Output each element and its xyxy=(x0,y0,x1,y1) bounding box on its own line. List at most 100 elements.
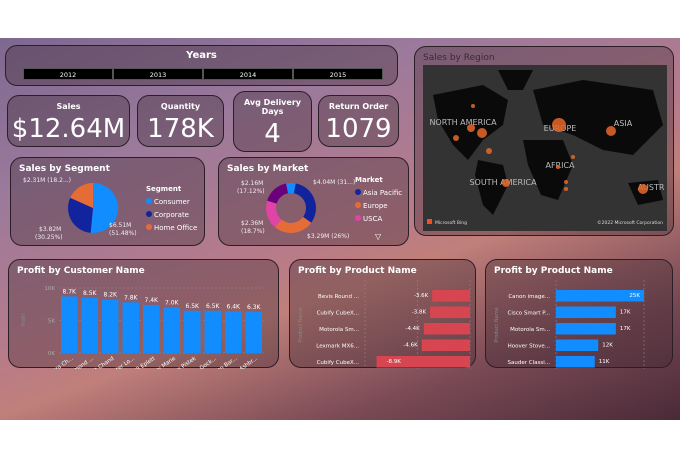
years-slicer: Years 2012 2013 2014 2015 xyxy=(5,45,398,86)
bar[interactable] xyxy=(556,356,595,368)
sales-by-market-panel: Sales by Market $4.04M (31...) $3.29M (26… xyxy=(218,157,409,246)
bar[interactable] xyxy=(143,304,160,353)
bar[interactable] xyxy=(102,299,119,353)
copyright-text: ©2022 Microsoft Corporation xyxy=(597,219,663,226)
legend-item-usca[interactable]: USCA xyxy=(355,213,402,226)
legend-title: Market xyxy=(355,176,383,184)
slice-other[interactable] xyxy=(267,183,289,204)
data-label: 7.8K xyxy=(124,294,139,301)
bing-attribution: Microsoft Bing xyxy=(435,220,467,226)
y-tick-label: 0K xyxy=(48,351,55,357)
data-label: (51.48%) xyxy=(109,230,137,237)
data-label: 6.4K xyxy=(227,303,242,310)
bar[interactable] xyxy=(556,323,616,335)
year-2012-button[interactable]: 2012 xyxy=(23,68,113,80)
year-2015-button[interactable]: 2015 xyxy=(293,68,383,80)
data-label: $2.31M (18.2...) xyxy=(23,177,71,184)
x-tick-label: Tamara Ch... xyxy=(42,356,75,369)
bar[interactable] xyxy=(61,296,78,353)
bar[interactable] xyxy=(430,306,470,319)
category-label: Motorola Sm... xyxy=(510,327,550,333)
kpi-label: Quantity xyxy=(160,102,201,111)
kpi-label: Avg Delivery Days xyxy=(244,98,301,116)
legend-item-consumer[interactable]: Consumer xyxy=(146,196,197,209)
segment-legend: Segment Consumer Corporate Home Office xyxy=(146,183,197,235)
slice-other[interactable] xyxy=(286,183,296,194)
panel-title: Profit by Product Name xyxy=(494,266,613,276)
sales-bubble xyxy=(564,180,568,184)
legend-item-home-office[interactable]: Home Office xyxy=(146,222,197,235)
years-title: Years xyxy=(186,50,217,61)
bar[interactable] xyxy=(421,339,470,352)
bar[interactable] xyxy=(184,310,201,353)
bar[interactable] xyxy=(376,356,470,368)
kpi-label: Return Order xyxy=(328,102,389,111)
legend-item-corporate[interactable]: Corporate xyxy=(146,209,197,222)
bar[interactable] xyxy=(556,339,599,352)
bar[interactable] xyxy=(245,312,263,353)
sales-bubble xyxy=(564,187,568,191)
bar[interactable] xyxy=(556,290,644,302)
market-legend: Market Asia Pacific Europe USCA xyxy=(355,174,402,226)
data-label: 8.2K xyxy=(104,292,119,299)
bar[interactable] xyxy=(556,306,616,319)
panel-title: Sales by Segment xyxy=(19,164,110,174)
legend-item-asia-pacific[interactable]: Asia Pacific xyxy=(355,187,402,200)
sales-bubble xyxy=(467,124,475,132)
year-2013-button[interactable]: 2013 xyxy=(113,68,203,80)
bar[interactable] xyxy=(423,323,470,335)
legend-title: Segment xyxy=(146,185,182,193)
category-label: Sauder Classi... xyxy=(508,360,551,366)
profit-by-customer-panel: Profit by Customer Name 0K 5K 10K Profit 8.7… xyxy=(8,259,279,369)
category-label: Cubify CubeX... xyxy=(317,360,360,366)
y-tick-label: 5K xyxy=(48,319,55,325)
sales-bubble xyxy=(486,148,492,154)
data-label: (18.7%) xyxy=(241,228,265,235)
bar[interactable] xyxy=(81,297,99,353)
sales-bubble xyxy=(606,126,616,136)
data-label: 7.4K xyxy=(145,297,160,304)
profit-by-product-positive-panel: Profit by Product Name 0K20KProduct Name… xyxy=(485,259,673,369)
bar[interactable] xyxy=(122,302,140,353)
africa-shape xyxy=(523,140,573,200)
x-tick-label: Bill Eplett xyxy=(131,355,157,369)
category-label: Cubify CubeX... xyxy=(317,311,360,317)
bar[interactable] xyxy=(163,307,181,354)
panel-title: Sales by Market xyxy=(227,164,309,174)
continent-label: NORTH AMERICA xyxy=(429,118,497,127)
data-label: 6.5K xyxy=(206,303,221,310)
slice-usca[interactable] xyxy=(266,200,282,228)
data-label: 17K xyxy=(620,326,631,332)
slice-asia-pacific[interactable] xyxy=(293,183,316,223)
panel-title: Profit by Customer Name xyxy=(17,266,145,276)
sales-bubble xyxy=(471,104,475,108)
bar[interactable] xyxy=(432,290,470,302)
category-label: Motorola Sm... xyxy=(319,327,359,333)
sales-by-region-panel: Sales by Region NORTH AMERICAEUROPEASIAA… xyxy=(414,46,674,236)
world-map[interactable]: NORTH AMERICAEUROPEASIAAFRICASOUTH AMERI… xyxy=(423,65,667,231)
bar[interactable] xyxy=(204,310,222,353)
data-label: $6.51M xyxy=(109,222,131,229)
slice-corporate[interactable] xyxy=(68,197,93,233)
data-label: (17.12%) xyxy=(237,188,265,195)
year-2014-button[interactable]: 2014 xyxy=(203,68,293,80)
sales-bubble xyxy=(502,179,510,187)
bar[interactable] xyxy=(225,311,242,353)
slice-home-office[interactable] xyxy=(70,183,93,208)
legend-item-europe[interactable]: Europe xyxy=(355,200,402,213)
greenland-shape xyxy=(498,70,533,90)
data-label: 17K xyxy=(620,310,631,316)
data-label: -3.6K xyxy=(414,293,429,299)
continent-label: AUSTR xyxy=(638,183,665,192)
y-axis-title: Product Name xyxy=(298,307,304,342)
continent-label: AFRICA xyxy=(545,161,575,170)
dashboard-canvas: Years 2012 2013 2014 2015 Sales $12.64M Q… xyxy=(0,38,680,420)
microsoft-logo-icon xyxy=(427,219,432,224)
legend-scroll-down-icon[interactable]: ▽ xyxy=(375,232,382,241)
sales-by-segment-panel: Sales by Segment $6.51M (51.48%) $3.82M (30… xyxy=(10,157,205,246)
slice-europe[interactable] xyxy=(274,216,312,233)
data-label: 12K xyxy=(602,343,613,349)
panel-title: Profit by Product Name xyxy=(298,266,417,276)
slice-consumer[interactable] xyxy=(90,183,119,233)
kpi-value: 178K xyxy=(147,114,214,144)
